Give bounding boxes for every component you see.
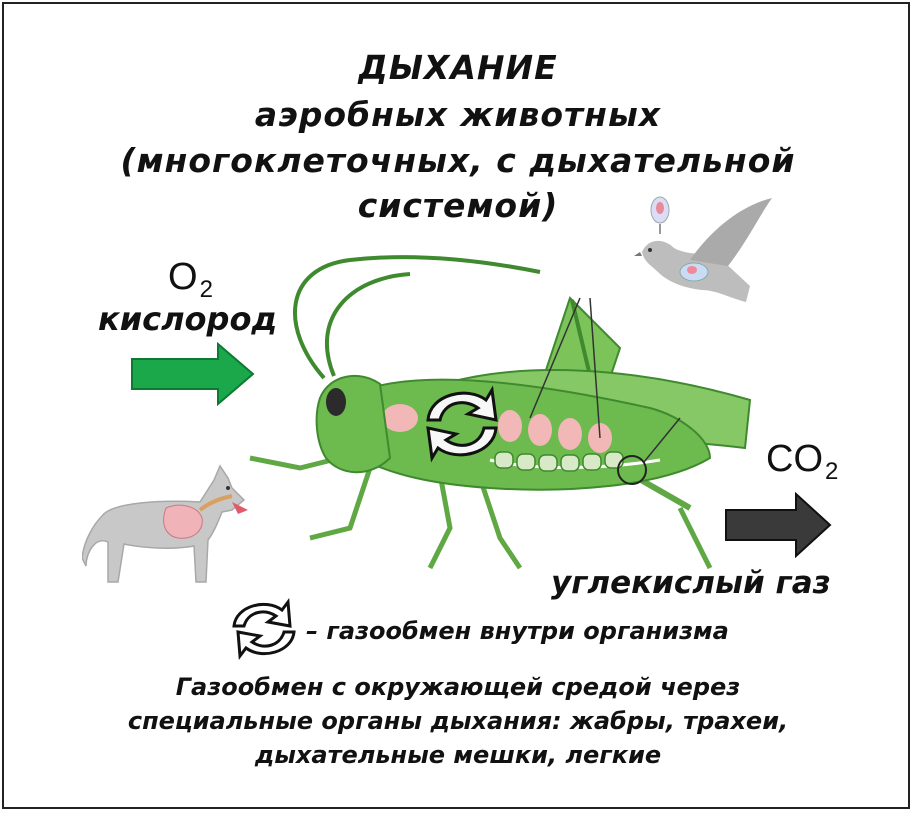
title-line-1: ДЫХАНИЕ — [358, 48, 558, 87]
note-line-2: специальные органы дыхания: жабры, трахе… — [127, 707, 789, 735]
grasshopper-head — [315, 375, 392, 474]
title-line-3: (многоклеточных, с дыхательной — [120, 141, 796, 180]
oxygen-formula: O2 — [168, 256, 213, 303]
dog-illustration — [82, 464, 248, 583]
pigeon-wing — [690, 198, 772, 266]
note-line-3: дыхательные мешки, легкие — [254, 741, 662, 769]
carbon-dioxide-label: углекислый газ — [551, 565, 831, 601]
pigeon-illustration — [634, 196, 772, 302]
note-line-1: Газообмен с окружающей средой через — [175, 673, 741, 701]
grasshopper-illustration — [249, 255, 752, 570]
grasshopper-eye — [326, 388, 346, 416]
title-line-4: системой) — [357, 186, 559, 225]
legend-text: – газообмен внутри организма — [306, 617, 729, 645]
gas-exchange-cycle-icon — [426, 385, 498, 463]
outflow-arrow-icon — [725, 492, 832, 558]
title-line-2: аэробных животных — [254, 95, 662, 134]
bird-lung-detail-icon — [650, 196, 670, 234]
oxygen-label: кислород — [98, 300, 278, 338]
dog-lungs — [163, 504, 203, 539]
inflow-arrow-icon — [131, 342, 255, 406]
legend-cycle-icon — [232, 597, 296, 661]
carbon-dioxide-formula: CO2 — [766, 438, 839, 485]
dog-body — [82, 464, 246, 583]
